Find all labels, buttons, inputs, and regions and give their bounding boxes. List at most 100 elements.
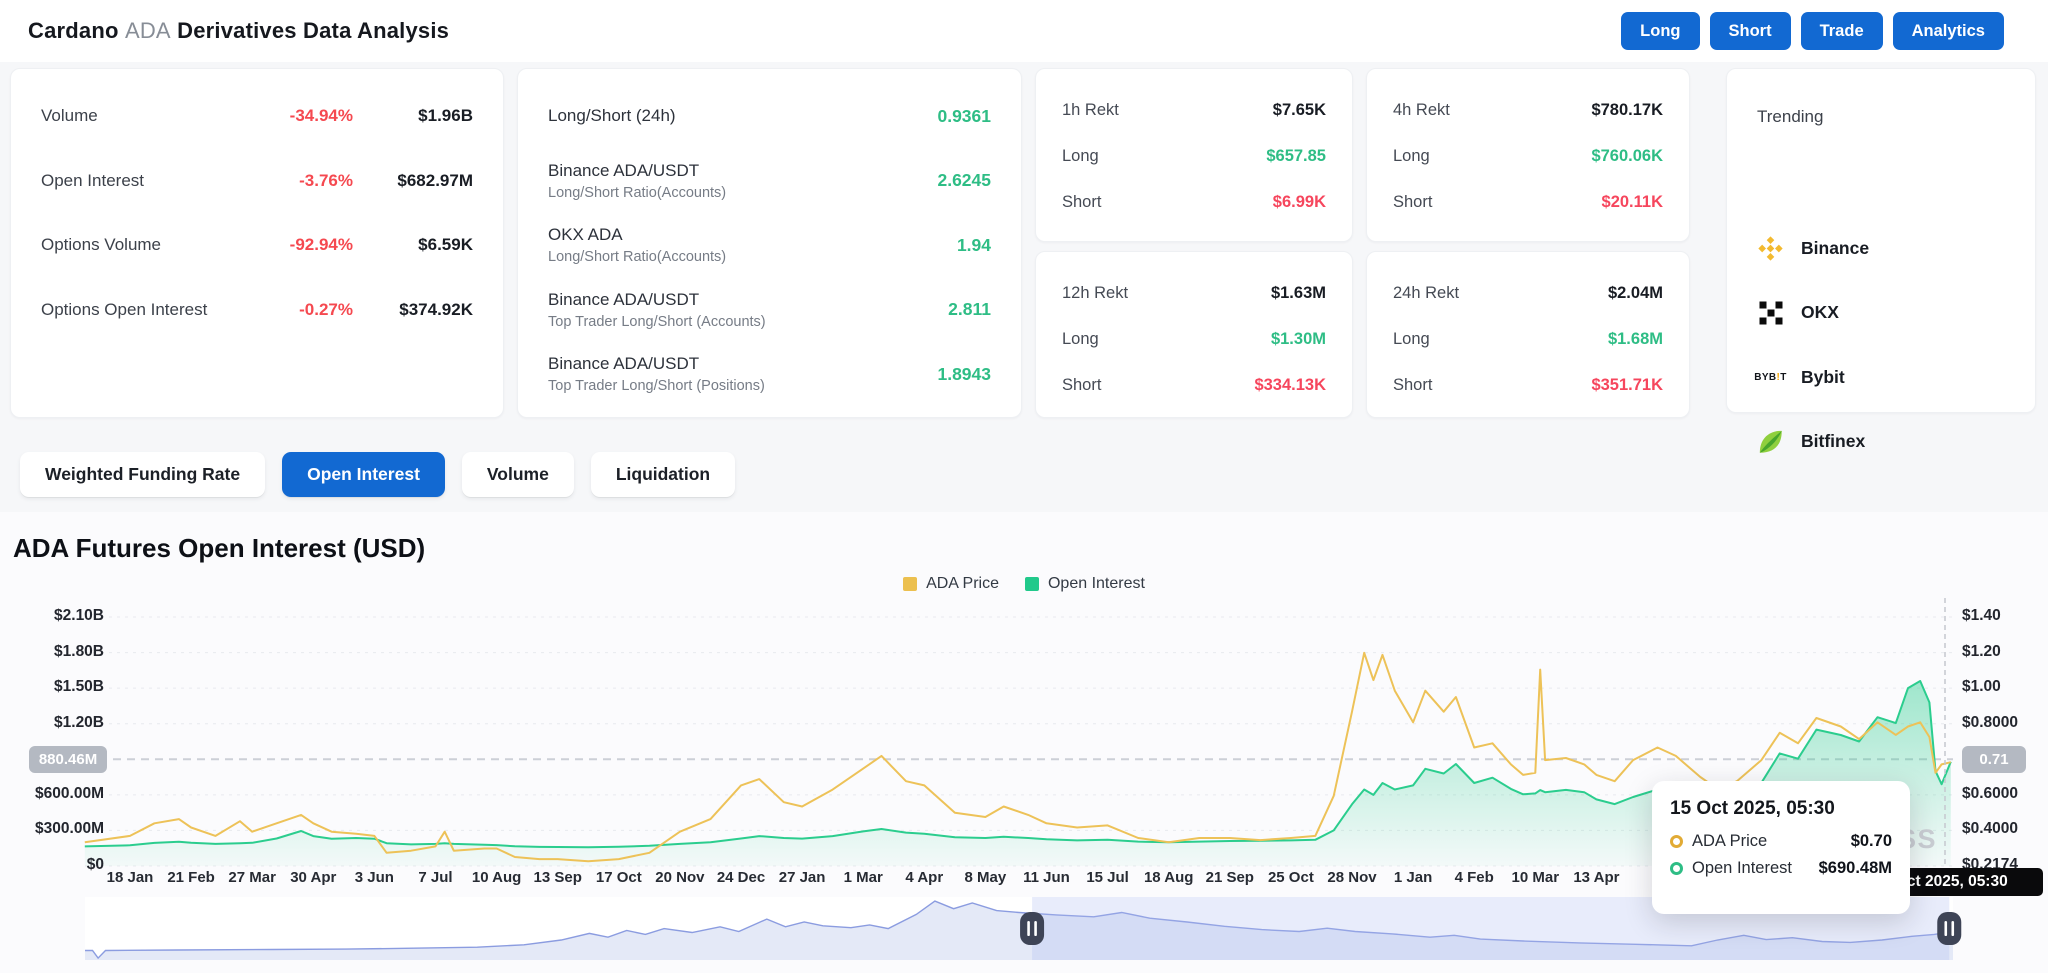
legend-label: ADA Price — [926, 575, 999, 592]
ls-row: Binance ADA/USDT Top Trader Long/Short (… — [548, 342, 991, 407]
trending-item-okx[interactable]: OKX — [1757, 281, 2015, 346]
trending-item-bitfinex[interactable]: Bitfinex — [1757, 410, 2015, 475]
tooltip-value: $690.48M — [1818, 859, 1892, 877]
rekt-period: 1h Rekt — [1062, 100, 1119, 119]
ls-title: Binance ADA/USDT — [548, 160, 700, 180]
rekt-card-24h: 24h Rekt $2.04M Long $1.68M Short $351.71K — [1366, 251, 1690, 418]
chart-title: ADA Futures Open Interest (USD) — [13, 533, 426, 563]
x-axis-label: 25 Oct — [1267, 869, 1314, 886]
metric-label: Options Open Interest — [41, 299, 208, 319]
ls-value: 0.9361 — [937, 105, 991, 126]
metric-value: $374.92K — [399, 299, 473, 319]
x-axis-label: 28 Nov — [1327, 869, 1377, 886]
x-axis-label: 18 Aug — [1143, 869, 1194, 886]
x-axis-label: 18 Jan — [106, 869, 154, 886]
x-axis-label: 17 Oct — [595, 869, 642, 886]
tab-open-interest[interactable]: Open Interest — [282, 452, 445, 497]
ls-title: Long/Short (24h) — [548, 106, 676, 126]
short-button[interactable]: Short — [1709, 12, 1791, 50]
x-axis-label: 13 Sep — [533, 869, 582, 886]
trending-exchange-name: OKX — [1801, 302, 1839, 323]
metric-change: -92.94% — [289, 235, 353, 255]
ls-row: Binance ADA/USDT Long/Short Ratio(Accoun… — [548, 149, 991, 214]
tooltip-row-open-interest: Open Interest $690.48M — [1670, 859, 1892, 878]
metric-label: Open Interest — [41, 170, 145, 190]
trending-list: Binance OKX BYB!T Bybit — [1754, 216, 2015, 475]
right-axis-current-pill: 0.71 — [1962, 746, 2026, 774]
navigator-handle[interactable] — [1937, 912, 1962, 945]
rekt-card-4h: 4h Rekt $780.17K Long $760.06K Short $20.11… — [1366, 68, 1690, 242]
long-short-ratios-card: Long/Short (24h) 0.9361 Binance ADA/USDT… — [517, 68, 1022, 418]
rekt-long-value: $1.30M — [1270, 329, 1326, 348]
rekt-long-value: $760.06K — [1591, 146, 1663, 165]
ls-value: 2.6245 — [937, 170, 991, 191]
right-axis-label: $0.8000 — [1962, 713, 2019, 731]
x-axis-label: 4 Apr — [905, 869, 944, 886]
rekt-total: $2.04M — [1607, 283, 1663, 302]
chart-legend: ADA Price Open Interest — [0, 575, 2048, 593]
x-axis-label: 1 Jan — [1393, 869, 1433, 886]
legend-label: Open Interest — [1047, 575, 1145, 592]
left-axis-label: $1.80B — [54, 642, 104, 660]
x-axis-label: 21 Feb — [167, 869, 215, 886]
navigator-handle[interactable] — [1020, 912, 1045, 945]
ls-value: 1.8943 — [937, 363, 991, 384]
open-interest-dot-icon — [1670, 862, 1683, 875]
long-button[interactable]: Long — [1621, 12, 1700, 50]
right-axis-label: $1.40 — [1962, 607, 2001, 624]
binance-icon — [1757, 235, 1784, 262]
ls-subtitle: Top Trader Long/Short (Positions) — [548, 378, 765, 395]
rekt-period: 4h Rekt — [1393, 100, 1450, 119]
ls-title: Binance ADA/USDT — [548, 289, 700, 309]
header: Cardano ADA Derivatives Data Analysis Lo… — [0, 0, 2048, 62]
right-axis-label: $1.20 — [1962, 642, 2001, 660]
tab-liquidation[interactable]: Liquidation — [590, 452, 736, 497]
x-axis-label: 27 Jan — [778, 869, 826, 886]
x-axis-label: 15 Jul — [1086, 869, 1129, 886]
left-axis-label: $0 — [86, 856, 104, 873]
ls-subtitle: Top Trader Long/Short (Accounts) — [548, 313, 766, 330]
rekt-short-value: $334.13K — [1254, 375, 1326, 394]
x-axis-label: 8 May — [964, 869, 1007, 886]
metric-change: -3.76% — [299, 170, 353, 190]
x-axis-label: 4 Feb — [1454, 869, 1494, 886]
legend-item-ada-price[interactable]: ADA Price — [903, 575, 999, 593]
right-axis-label: $0.6000 — [1962, 784, 2019, 802]
rekt-short-value: $351.71K — [1591, 375, 1663, 394]
x-axis-label: 13 Apr — [1573, 869, 1620, 886]
header-buttons: Long Short Trade Analytics — [1621, 12, 2004, 50]
x-axis-label: 10 Aug — [471, 869, 522, 886]
rekt-long-label: Long — [1062, 329, 1099, 348]
analytics-button[interactable]: Analytics — [1892, 12, 2004, 50]
metric-change: -0.27% — [299, 299, 353, 319]
rekt-total: $780.17K — [1591, 100, 1663, 119]
tooltip-value: $0.70 — [1850, 832, 1892, 850]
trade-button[interactable]: Trade — [1800, 12, 1883, 50]
x-axis-label: 21 Sep — [1205, 869, 1254, 886]
ls-title: Binance ADA/USDT — [548, 354, 700, 374]
legend-item-open-interest[interactable]: Open Interest — [1024, 575, 1145, 593]
metric-value: $1.96B — [418, 106, 473, 126]
rekt-short-label: Short — [1393, 375, 1433, 394]
left-axis-label: $300.00M — [35, 820, 104, 838]
tab-volume[interactable]: Volume — [461, 452, 574, 497]
page-title-rest: Derivatives Data Analysis — [177, 18, 450, 43]
trending-item-binance[interactable]: Binance — [1757, 216, 2015, 281]
rekt-period: 12h Rekt — [1062, 283, 1129, 302]
rekt-long-label: Long — [1062, 146, 1099, 165]
x-axis-label: 24 Dec — [716, 869, 766, 886]
rekt-short-label: Short — [1062, 375, 1102, 394]
right-axis-label: $0.4000 — [1962, 820, 2019, 838]
market-metrics-card: Volume -34.94% $1.96B Open Interest -3.7… — [10, 68, 504, 418]
tooltip-row-ada-price: ADA Price $0.70 — [1670, 832, 1892, 851]
rekt-long-value: $1.68M — [1607, 329, 1663, 348]
right-axis-label: $1.00 — [1962, 678, 2001, 696]
ls-value: 2.811 — [948, 299, 991, 320]
rekt-card-1h: 1h Rekt $7.65K Long $657.85 Short $6.99K — [1035, 68, 1353, 242]
tooltip-date: 15 Oct 2025, 05:30 — [1670, 798, 1835, 819]
x-axis-label: 27 Mar — [228, 869, 276, 886]
tab-weighted-funding-rate[interactable]: Weighted Funding Rate — [20, 452, 266, 497]
trending-item-bybit[interactable]: BYB!T Bybit — [1754, 345, 2015, 410]
